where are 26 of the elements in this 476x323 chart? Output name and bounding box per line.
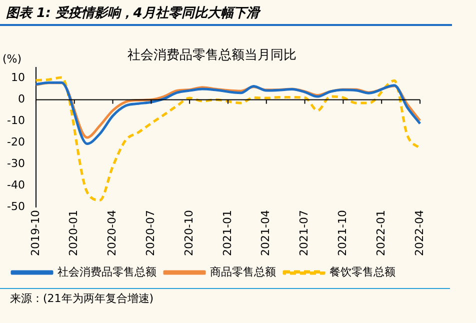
y-tick-label: 0: [18, 92, 25, 106]
y-tick-label: 10: [10, 71, 25, 84]
y-tick-label: -30: [7, 156, 25, 170]
x-tick-label: 2022-04: [412, 210, 426, 256]
y-tick-label: -50: [7, 200, 25, 213]
y-axis-title: (%): [2, 52, 22, 66]
x-tick-label: 2019-10: [28, 210, 42, 256]
legend-label: 餐饮零售总额: [330, 265, 396, 278]
chart-subtitle: 社会消费品零售总额当月同比: [128, 48, 296, 64]
x-tick-label: 2020-10: [182, 210, 196, 256]
line-series: [34, 76, 422, 202]
x-tick-label: 2020-07: [144, 210, 158, 256]
x-tick-label: 2020-04: [106, 210, 119, 256]
y-tick-label: -20: [7, 136, 25, 149]
legend-label: 社会消费品零售总额: [58, 265, 156, 278]
x-tick-label: 2021-10: [336, 210, 350, 256]
x-tick-label: 2022-01: [374, 210, 388, 256]
y-tick-label: -40: [7, 178, 25, 192]
x-tick-label: 2021-04: [259, 210, 272, 256]
x-tick-label: 2021-01: [220, 210, 234, 256]
source-note: 来源：(21年为两年复合增速): [0, 288, 450, 308]
legend-label: 商品零售总额: [210, 265, 276, 278]
x-tick-label: 2021-07: [298, 210, 311, 256]
chart-title: 图表 1: 受疫情影响，4月社零同比大幅下滑: [0, 0, 452, 26]
y-tick-label: -10: [7, 114, 25, 128]
x-tick-label: 2020-01: [67, 210, 80, 256]
